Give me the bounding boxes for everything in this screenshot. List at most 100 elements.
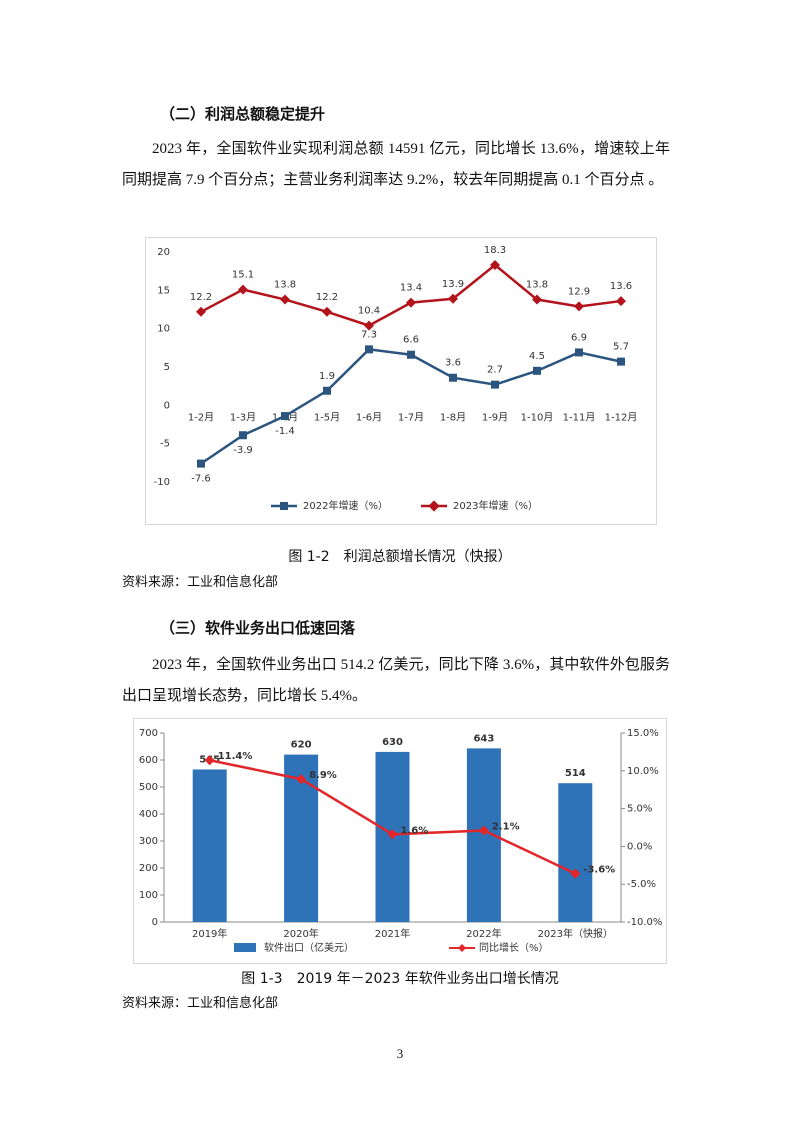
x-tick-label: 1-5月 xyxy=(314,411,340,423)
marker xyxy=(449,373,457,382)
x-tick-label: 1-7月 xyxy=(398,411,424,423)
marker xyxy=(323,386,331,395)
data-label: 18.3 xyxy=(484,245,506,256)
y2-tick-label: 0.0% xyxy=(627,841,652,852)
marker xyxy=(448,293,458,304)
data-label: 12.2 xyxy=(190,292,212,303)
marker xyxy=(281,412,289,421)
data-label: 11.4% xyxy=(218,751,253,762)
x-tick-label: 1-12月 xyxy=(605,411,638,423)
marker xyxy=(574,301,584,312)
x-tick-label: 1-8月 xyxy=(440,411,466,423)
x-tick-label: 2022年 xyxy=(466,927,501,940)
data-label: 10.4 xyxy=(358,306,380,317)
x-tick-label: 2019年 xyxy=(192,927,227,940)
chart: 0 100 200 300 400 500 600 700 -10.0% -5.0% 0.0% 5.0… xyxy=(133,718,667,964)
marker xyxy=(490,260,500,271)
marker xyxy=(533,366,541,375)
bar xyxy=(558,783,593,922)
data-label: 5.7 xyxy=(613,342,629,353)
marker xyxy=(238,284,248,295)
y-tick-label: 100 xyxy=(139,890,158,901)
y-tick-label: 15 xyxy=(157,285,170,296)
data-label: 6.9 xyxy=(571,332,587,343)
marker xyxy=(239,431,247,440)
x-tick-label: 1-6月 xyxy=(356,411,382,423)
x-tick-label: 2021年 xyxy=(375,927,410,940)
legend-label: 软件出口（亿美元） xyxy=(264,941,354,954)
legend-label: 2023年增速（%） xyxy=(453,499,538,512)
x-tick-label: 1-3月 xyxy=(230,411,256,423)
y-tick-label: 0 xyxy=(164,400,170,411)
data-label: 643 xyxy=(473,733,494,744)
marker xyxy=(575,348,583,357)
series-line xyxy=(200,263,622,327)
data-label: 620 xyxy=(291,740,312,751)
data-label: 13.9 xyxy=(442,279,464,290)
paragraph: 2023 年，全国软件业实现利润总额 14591 亿元，同比增长 13.6%，增… xyxy=(122,141,670,188)
section-heading: （二）利润总额稳定提升 xyxy=(160,105,326,123)
y-tick-label: 10 xyxy=(157,324,170,335)
marker xyxy=(197,459,205,468)
data-label: 13.8 xyxy=(274,280,296,291)
data-label: 1.6% xyxy=(401,825,429,836)
legend-label: 同比增长（%） xyxy=(479,941,549,954)
marker xyxy=(280,294,290,305)
x-tick-label: 1-11月 xyxy=(563,411,596,423)
y-tick-label: 500 xyxy=(139,782,158,793)
data-label: 13.6 xyxy=(610,281,632,292)
marker xyxy=(204,755,215,766)
figure-caption: 图 1-2 利润总额增长情况（快报） xyxy=(288,549,512,565)
y2-tick-label: -10.0% xyxy=(627,917,662,928)
figure-source: 资料来源：工业和信息化部 xyxy=(122,575,279,590)
legend-swatch xyxy=(234,943,256,952)
bar xyxy=(192,769,227,922)
marker xyxy=(364,320,374,331)
x-tick-label: 1-9月 xyxy=(482,411,508,423)
figure-caption: 图 1-3 2019 年－2023 年软件业务出口增长情况 xyxy=(241,971,559,987)
series-line xyxy=(200,348,622,465)
data-label: 514 xyxy=(565,768,586,779)
data-label: 12.9 xyxy=(568,286,590,297)
x-tick-label: 1-2月 xyxy=(188,411,214,423)
data-label: -3.9 xyxy=(233,445,253,456)
legend-marker xyxy=(458,944,466,952)
data-label: 8.9% xyxy=(309,770,337,781)
y2-tick-label: -5.0% xyxy=(627,879,656,890)
marker xyxy=(617,357,625,366)
marker xyxy=(387,829,398,840)
y-tick-label: 200 xyxy=(139,863,158,874)
marker xyxy=(365,345,373,354)
data-label: 2.1% xyxy=(492,822,520,833)
marker xyxy=(296,774,307,785)
chart: -10-5051015201-2月1-3月1-4月1-5月1-6月1-7月1-8… xyxy=(145,237,657,525)
data-label: 1.9 xyxy=(319,371,335,382)
data-label: 6.6 xyxy=(403,335,419,346)
data-label: -7.6 xyxy=(191,474,211,485)
legend-marker xyxy=(428,500,440,512)
y-tick-label: 300 xyxy=(139,836,158,847)
marker xyxy=(406,297,416,308)
data-label: 15.1 xyxy=(232,270,254,281)
y2-tick-label: 5.0% xyxy=(627,804,652,815)
paragraph: 2023 年，全国软件业务出口 514.2 亿美元，同比下降 3.6%，其中软件… xyxy=(122,657,670,704)
y-tick-label: 0 xyxy=(152,917,158,928)
marker xyxy=(616,296,626,307)
y-tick-label: 600 xyxy=(139,755,158,766)
x-tick-label: 2023年（快报） xyxy=(538,927,613,940)
data-label: 13.4 xyxy=(400,283,422,294)
marker xyxy=(570,868,581,879)
y-tick-label: -5 xyxy=(160,439,170,450)
data-label: 3.6 xyxy=(445,358,461,369)
x-tick-label: 2020年 xyxy=(283,927,318,940)
y-tick-label: 700 xyxy=(139,728,158,739)
legend-marker xyxy=(280,502,288,510)
marker xyxy=(407,350,415,359)
y-tick-label: 400 xyxy=(139,809,158,820)
x-tick-label: 1-10月 xyxy=(521,411,554,423)
marker xyxy=(196,306,206,317)
marker xyxy=(478,825,489,836)
data-label: 630 xyxy=(382,737,403,748)
data-label: 7.3 xyxy=(361,329,377,340)
